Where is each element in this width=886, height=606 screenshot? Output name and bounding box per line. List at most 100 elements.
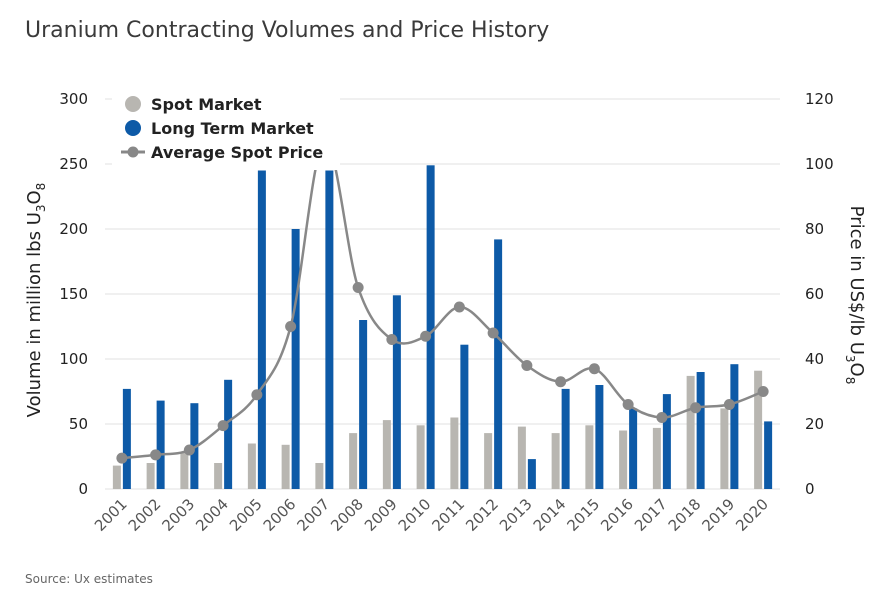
source-note: Source: Ux estimates	[25, 572, 153, 586]
legend: Spot Market Long Term Market Average Spo…	[112, 86, 340, 170]
legend-background	[112, 86, 340, 170]
right-tick-0: 0	[805, 480, 815, 498]
bar-long-term-2017	[662, 394, 671, 489]
bar-long-term-2007	[325, 170, 334, 489]
legend-label-price[interactable]: Average Spot Price	[151, 143, 323, 162]
price-point-2012	[487, 327, 499, 339]
bar-spot-2017	[652, 427, 661, 489]
left-axis-title: Volume in million lbs U3O8	[24, 183, 48, 418]
price-point-2009	[386, 334, 398, 345]
x-tick-2009: 2009	[361, 495, 401, 535]
price-point-2002	[150, 449, 162, 461]
right-tick-20: 20	[805, 415, 824, 433]
left-tick-250: 250	[59, 155, 88, 173]
price-point-2001	[116, 452, 128, 464]
bar-long-term-2002	[156, 400, 165, 489]
x-tick-2012: 2012	[462, 495, 502, 535]
bar-long-term-2004	[224, 379, 233, 489]
price-point-2019	[723, 399, 735, 410]
x-tick-2020: 2020	[732, 495, 772, 535]
bar-long-term-2014	[561, 388, 570, 489]
price-line	[116, 135, 769, 464]
svg-text:Volume in million lbs U3O8: Volume in million lbs U3O8	[24, 183, 48, 418]
bar-long-term-2019	[730, 364, 739, 489]
bar-spot-2002	[146, 463, 155, 489]
bar-long-term-2016	[629, 408, 638, 489]
x-tick-2018: 2018	[665, 495, 705, 535]
bar-spot-2011	[450, 417, 459, 489]
right-tick-60: 60	[805, 285, 824, 303]
left-tick-50: 50	[69, 415, 88, 433]
bar-spot-2020	[754, 370, 763, 489]
price-point-2010	[420, 330, 432, 342]
legend-swatch-spot	[125, 96, 141, 112]
bar-long-term-2006	[291, 229, 300, 489]
x-tick-2014: 2014	[530, 495, 570, 535]
bar-spot-2004	[214, 463, 223, 489]
bar-spot-2003	[180, 452, 189, 489]
bar-spot-2016	[619, 430, 628, 489]
bar-spot-2014	[551, 433, 560, 489]
left-axis-title-mid: O	[24, 190, 45, 204]
x-tick-2004: 2004	[192, 495, 232, 535]
bar-long-term-2011	[460, 344, 469, 489]
bar-spot-2007	[315, 463, 324, 489]
bar-long-term-2015	[595, 385, 604, 489]
right-axis-title-mid: O	[846, 363, 867, 377]
right-tick-100: 100	[805, 155, 834, 173]
bar-long-term-2018	[696, 372, 705, 489]
left-tick-300: 300	[59, 90, 88, 108]
x-tick-2015: 2015	[563, 495, 603, 535]
x-tick-2006: 2006	[260, 495, 300, 535]
x-tick-2005: 2005	[226, 495, 266, 535]
bar-spot-2005	[247, 443, 256, 489]
bar-long-term-2005	[257, 170, 266, 489]
x-tick-2010: 2010	[395, 495, 435, 535]
legend-swatch-price-dot	[127, 146, 139, 158]
x-tick-2017: 2017	[631, 495, 671, 535]
x-tick-2002: 2002	[125, 495, 165, 535]
right-tick-40: 40	[805, 350, 824, 368]
bar-spot-2019	[720, 408, 729, 489]
price-point-2006	[285, 321, 297, 332]
x-tick-2003: 2003	[158, 495, 198, 535]
bar-long-term-2001	[122, 388, 131, 489]
left-tick-200: 200	[59, 220, 88, 238]
left-tick-150: 150	[59, 285, 88, 303]
right-axis-title: Price in US$/lb U3O8	[843, 206, 867, 385]
bar-spot-2018	[686, 375, 695, 489]
x-axis-ticks: 2001200220032004200520062007200820092010…	[91, 495, 772, 535]
right-axis-title-sub1: 3	[843, 355, 857, 363]
legend-label-spot[interactable]: Spot Market	[151, 95, 262, 114]
bar-long-term-2009	[392, 295, 401, 489]
x-tick-2011: 2011	[428, 495, 468, 535]
price-point-2015	[588, 363, 600, 375]
bar-long-term-2013	[527, 459, 536, 489]
right-tick-120: 120	[805, 90, 834, 108]
svg-text:Price in US$/lb U3O8: Price in US$/lb U3O8	[843, 206, 867, 385]
price-point-2011	[453, 301, 465, 313]
price-point-2017	[656, 412, 668, 423]
price-point-2005	[251, 389, 263, 401]
price-point-2018	[690, 402, 702, 414]
bar-long-term-2010	[426, 165, 435, 490]
bar-long-term-2020	[764, 421, 773, 489]
left-tick-0: 0	[78, 480, 88, 498]
bar-spot-2009	[382, 420, 391, 489]
price-point-2008	[352, 282, 364, 293]
legend-label-long-term[interactable]: Long Term Market	[151, 119, 314, 138]
price-point-2020	[757, 386, 769, 397]
price-point-2004	[217, 420, 229, 432]
price-point-2013	[521, 360, 533, 371]
bar-long-term-2012	[494, 239, 503, 489]
right-axis-ticks: 0 20 40 60 80 100 120	[805, 90, 834, 498]
bar-spot-2010	[416, 425, 425, 489]
price-point-2016	[622, 399, 634, 410]
chart-title: Uranium Contracting Volumes and Price Hi…	[25, 18, 549, 43]
right-axis-title-sub2: 8	[843, 377, 857, 385]
bars	[112, 165, 773, 490]
x-tick-2013: 2013	[496, 495, 536, 535]
right-tick-80: 80	[805, 220, 824, 238]
